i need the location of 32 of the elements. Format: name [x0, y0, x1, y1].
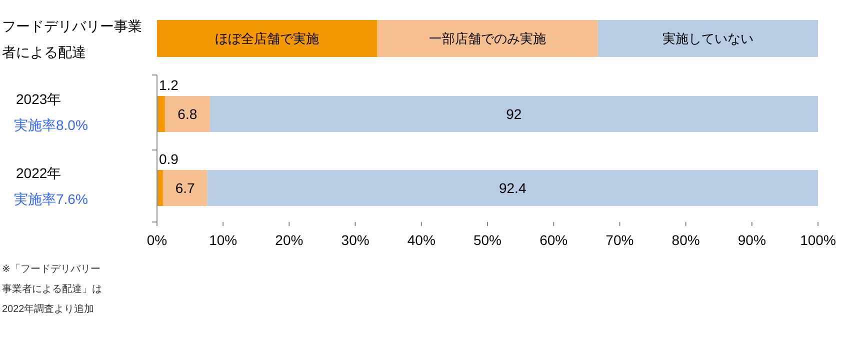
bar [157, 170, 163, 206]
x-tick-label: 30% [341, 232, 370, 248]
text: 実施率8.0% [14, 117, 88, 133]
chart-title: フードデリバリー事業者による配達 [2, 18, 142, 60]
x-tick-label: 100% [800, 232, 836, 248]
bar [162, 170, 208, 206]
data-label: 92 [506, 106, 522, 122]
bar [207, 170, 818, 206]
text: 実施していない [662, 31, 754, 46]
x-tick-label: 70% [606, 232, 634, 248]
x-tick-label: 40% [407, 232, 436, 248]
y-tick-label: 2022年 [16, 165, 62, 181]
text: ほぼ全店舗で実施 [215, 31, 320, 46]
bar [157, 96, 165, 132]
data-label: 0.9 [159, 151, 179, 167]
y-tick-label: 2023年 [16, 91, 62, 107]
data-label: 6.8 [178, 106, 198, 122]
x-tick-label: 50% [473, 232, 502, 248]
bar [210, 96, 818, 132]
x-tick-label: 10% [209, 232, 238, 248]
data-label: 1.2 [159, 77, 179, 93]
x-tick-label: 20% [275, 232, 304, 248]
text: ※「フードデリバリー事業者による配達」は2022年調査より追加 [2, 263, 102, 315]
text: 一部店舗でのみ実施 [429, 31, 546, 46]
bar [164, 96, 210, 132]
text: 実施率7.6% [14, 191, 88, 207]
x-tick-label: 90% [738, 232, 766, 248]
x-tick-label: 0% [146, 232, 168, 248]
data-label: 92.4 [498, 180, 526, 196]
x-tick-label: 60% [540, 232, 568, 248]
x-tick-label: 80% [672, 232, 700, 248]
data-label: 6.7 [175, 180, 196, 196]
